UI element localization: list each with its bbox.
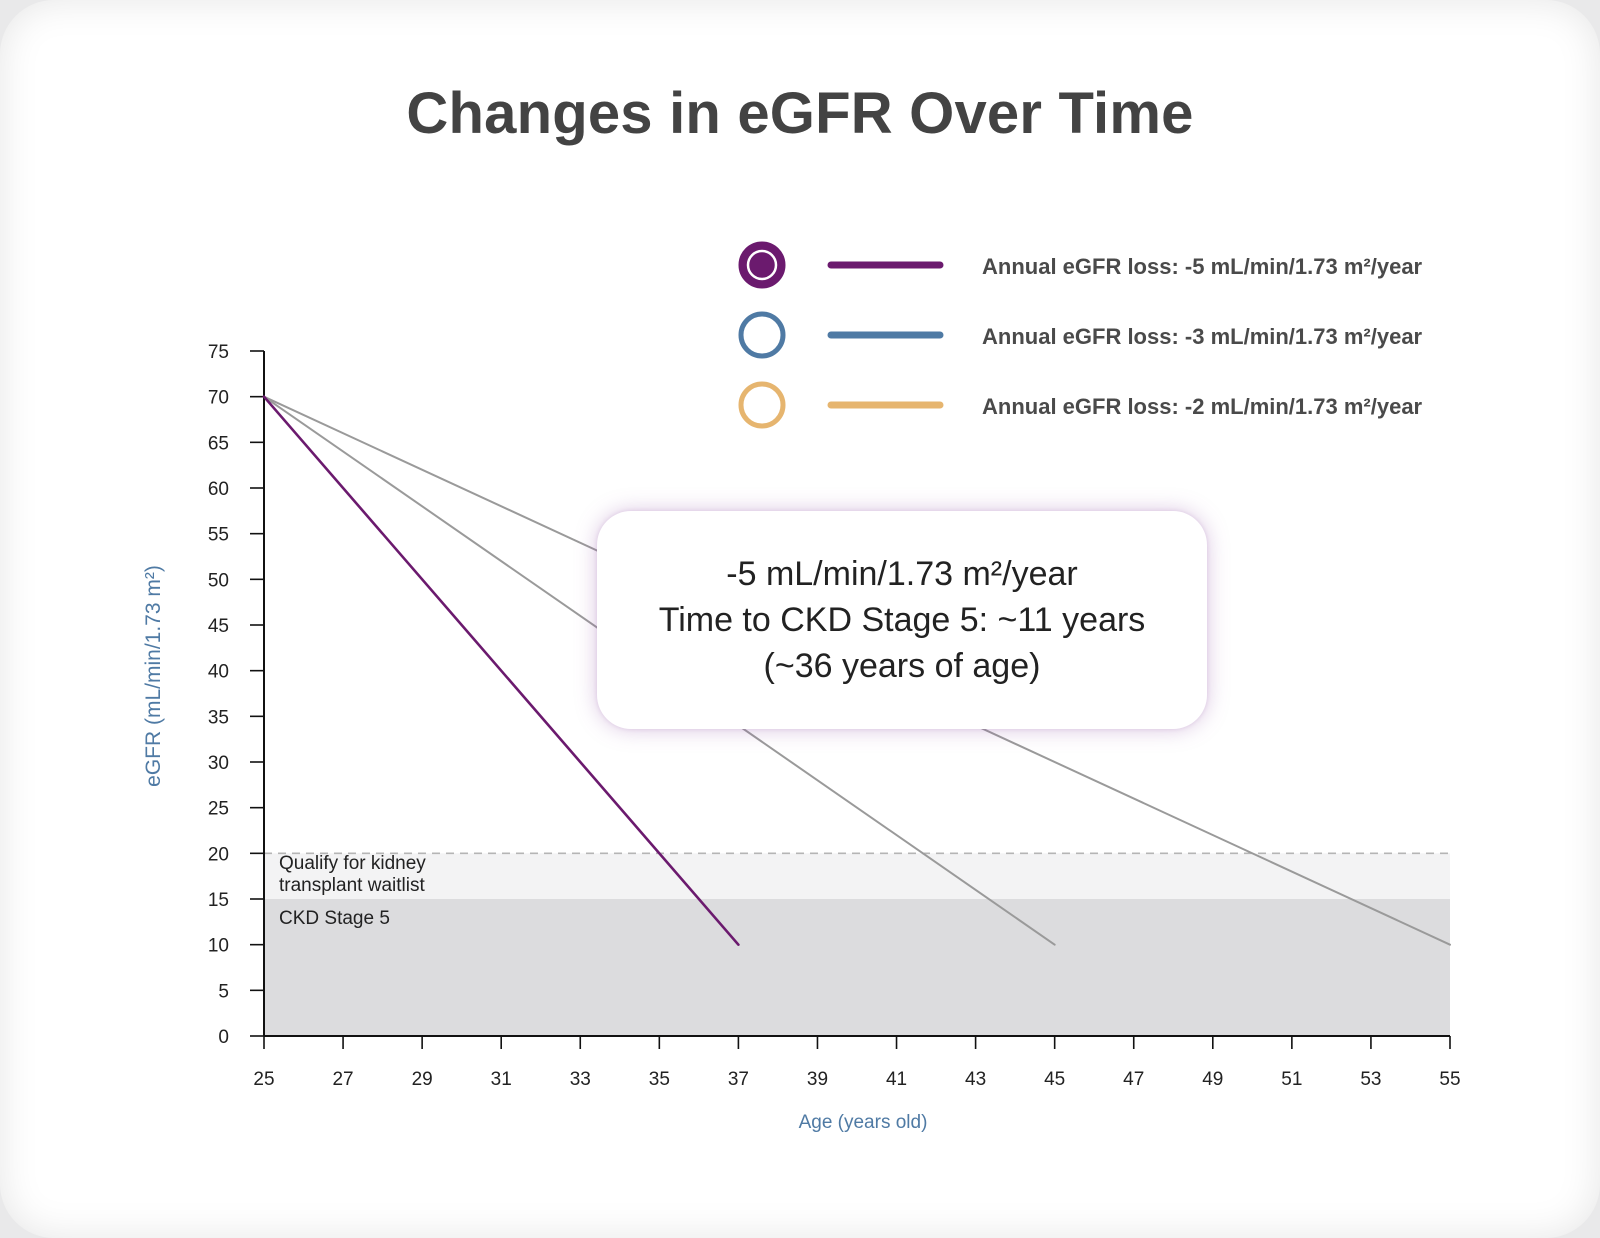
y-tick-label-30: 30: [208, 753, 229, 774]
x-tick-label-55: 55: [1439, 1069, 1460, 1090]
legend-label-minus5: Annual eGFR loss: -5 mL/min/1.73 m²/year: [982, 254, 1423, 279]
x-tick-label-33: 33: [570, 1069, 591, 1090]
reference-band-1: [264, 899, 1450, 1036]
chart-title: Changes in eGFR Over Time: [406, 81, 1194, 146]
y-tick-label-35: 35: [208, 707, 229, 728]
x-tick-label-35: 35: [649, 1069, 670, 1090]
y-tick-label-55: 55: [208, 525, 229, 546]
series-line-0: [262, 395, 740, 946]
y-tick-label-20: 20: [208, 844, 229, 865]
reference-band-0: [264, 853, 1450, 899]
legend-marker-1: [738, 311, 786, 359]
x-tick-label-51: 51: [1281, 1069, 1302, 1090]
legend-label-minus2: Annual eGFR loss: -2 mL/min/1.73 m²/year: [982, 394, 1423, 419]
y-tick-label-10: 10: [208, 936, 229, 957]
x-tick-label-37: 37: [728, 1069, 749, 1090]
y-tick-label-40: 40: [208, 662, 229, 683]
x-tick-label-31: 31: [491, 1069, 512, 1090]
x-tick-label-25: 25: [253, 1069, 274, 1090]
legend-label-minus3: Annual eGFR loss: -3 mL/min/1.73 m²/year: [982, 324, 1423, 349]
y-tick-label-75: 75: [208, 342, 229, 363]
y-tick-label-0: 0: [218, 1027, 229, 1048]
y-axis-title: eGFR (mL/min/1.73 m²): [142, 565, 165, 787]
x-tick-label-45: 45: [1044, 1069, 1065, 1090]
y-tick-label-25: 25: [208, 799, 229, 820]
callout-line-2: Time to CKD Stage 5: ~11 years: [658, 601, 1146, 639]
x-tick-label-29: 29: [412, 1069, 433, 1090]
x-axis-title: Age (years old): [798, 1112, 928, 1133]
legend-marker-2: [738, 381, 786, 429]
callout-line-3: (~36 years of age): [763, 647, 1041, 685]
waitlist-band-label-1: Qualify for kidney: [279, 853, 426, 874]
x-tick-label-53: 53: [1360, 1069, 1381, 1090]
x-tick-label-49: 49: [1202, 1069, 1223, 1090]
x-tick-label-27: 27: [332, 1069, 353, 1090]
legend-marker-inner-0: [746, 249, 778, 281]
x-tick-label-41: 41: [886, 1069, 907, 1090]
y-tick-label-65: 65: [208, 433, 229, 454]
y-tick-label-50: 50: [208, 570, 229, 591]
y-tick-label-5: 5: [218, 981, 229, 1002]
y-tick-label-45: 45: [208, 616, 229, 637]
callout-box: -5 mL/min/1.73 m²/year Time to CKD Stage…: [597, 511, 1207, 729]
callout-line-1: -5 mL/min/1.73 m²/year: [726, 555, 1078, 593]
x-tick-label-39: 39: [807, 1069, 828, 1090]
waitlist-band-label-2: transplant waitlist: [279, 875, 425, 896]
x-tick-label-43: 43: [965, 1069, 986, 1090]
y-tick-label-70: 70: [208, 388, 229, 409]
x-tick-label-47: 47: [1123, 1069, 1144, 1090]
stage5-band-label: CKD Stage 5: [279, 908, 390, 929]
y-tick-label-60: 60: [208, 479, 229, 500]
y-tick-label-15: 15: [208, 890, 229, 911]
